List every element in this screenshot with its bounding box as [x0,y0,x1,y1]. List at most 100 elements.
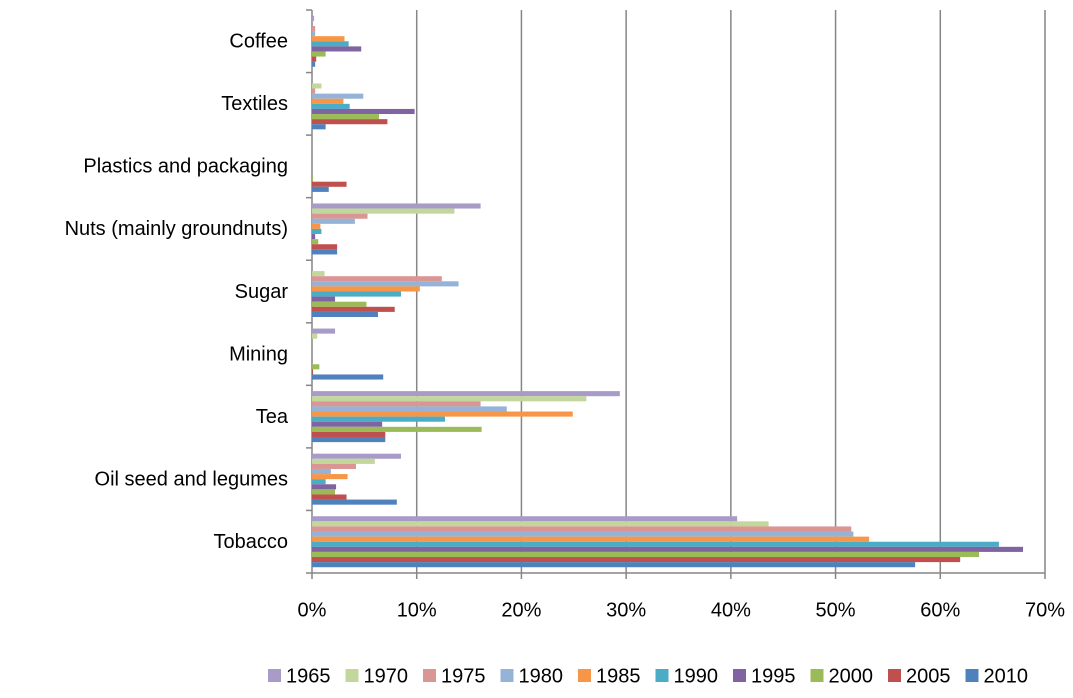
y-tick-label: Tobacco [214,531,289,553]
bar [312,208,455,214]
bar [312,244,338,250]
bar [312,88,316,94]
bar [312,301,367,307]
bar [312,31,316,37]
bar [312,463,356,469]
legend-label: 2000 [829,665,874,687]
bar [312,468,331,475]
bar [312,369,314,375]
bar [312,271,325,277]
y-tick-label: Plastics and packaging [83,156,288,178]
bar [312,479,326,485]
legend-swatch [965,669,979,682]
bar [312,416,445,422]
legend-label: 1995 [751,665,796,687]
x-tick-label: 70% [1025,599,1065,621]
legend-label: 1985 [596,665,641,687]
bar [312,531,854,537]
bar [312,551,980,558]
bar [312,557,961,563]
bar [312,25,316,32]
bar [312,406,507,412]
bar [312,546,1024,552]
legend-swatch [578,669,591,682]
x-tick-label: 30% [606,599,646,621]
bar [312,328,336,334]
bar [312,286,420,292]
legend-swatch [888,669,901,682]
bar [312,391,620,397]
legend-label: 2010 [984,665,1029,687]
legend-label: 1970 [364,665,409,687]
bar [312,431,386,438]
legend-swatch [268,669,281,682]
y-tick-label: Oil seed and legumes [95,468,288,490]
bar [312,103,350,109]
bar [312,426,482,432]
legend-label: 2005 [906,665,951,687]
y-tick-label: Textiles [221,93,288,115]
bar [312,291,402,297]
bar [312,421,383,427]
bar [312,562,916,568]
bar [312,437,386,443]
bar [312,249,338,255]
bar [312,489,336,495]
y-tick-label: Sugar [235,281,289,303]
bar [312,474,348,480]
bar [312,276,442,282]
bar [312,296,336,302]
legend-swatch [500,669,514,682]
bar [312,176,314,182]
y-tick-label: Mining [229,343,288,365]
bar [312,311,378,317]
bar [312,203,481,209]
y-tick-label: Nuts (mainly groundnuts) [65,218,288,240]
bar [312,374,384,380]
bar [312,41,349,47]
bar [312,119,388,125]
bar [312,228,322,235]
bar [312,333,318,339]
bar [312,499,397,505]
bar [312,484,337,490]
bar [312,306,395,312]
legend-swatch [423,669,436,682]
bar [312,36,345,42]
y-tick-label: Coffee [229,31,288,53]
bar [312,98,344,104]
bar [312,61,316,67]
bar [312,124,326,130]
x-tick-label: 60% [920,599,960,621]
legend-swatch [733,669,746,682]
bar [312,396,587,402]
bar [312,93,364,99]
bar [312,536,870,542]
bar [312,46,362,52]
bar [312,223,321,229]
bar [312,114,380,120]
y-tick-label: Tea [256,406,289,428]
legend-swatch [810,669,824,682]
legend-swatch [655,669,669,682]
legend-label: 1965 [286,665,331,687]
bar [312,526,852,532]
x-tick-label: 0% [298,599,327,621]
bar [312,186,329,192]
bar [312,516,738,522]
bar [312,56,317,62]
bar [312,541,999,547]
bar [312,108,415,115]
bar [312,281,459,287]
x-tick-label: 50% [816,599,856,621]
bar [312,213,368,219]
bar [312,239,319,245]
x-tick-label: 20% [501,599,541,621]
bar [312,218,355,224]
legend-label: 1990 [674,665,719,687]
x-tick-label: 10% [397,599,437,621]
bar [312,15,315,21]
bar [312,453,402,459]
bar [312,364,320,370]
